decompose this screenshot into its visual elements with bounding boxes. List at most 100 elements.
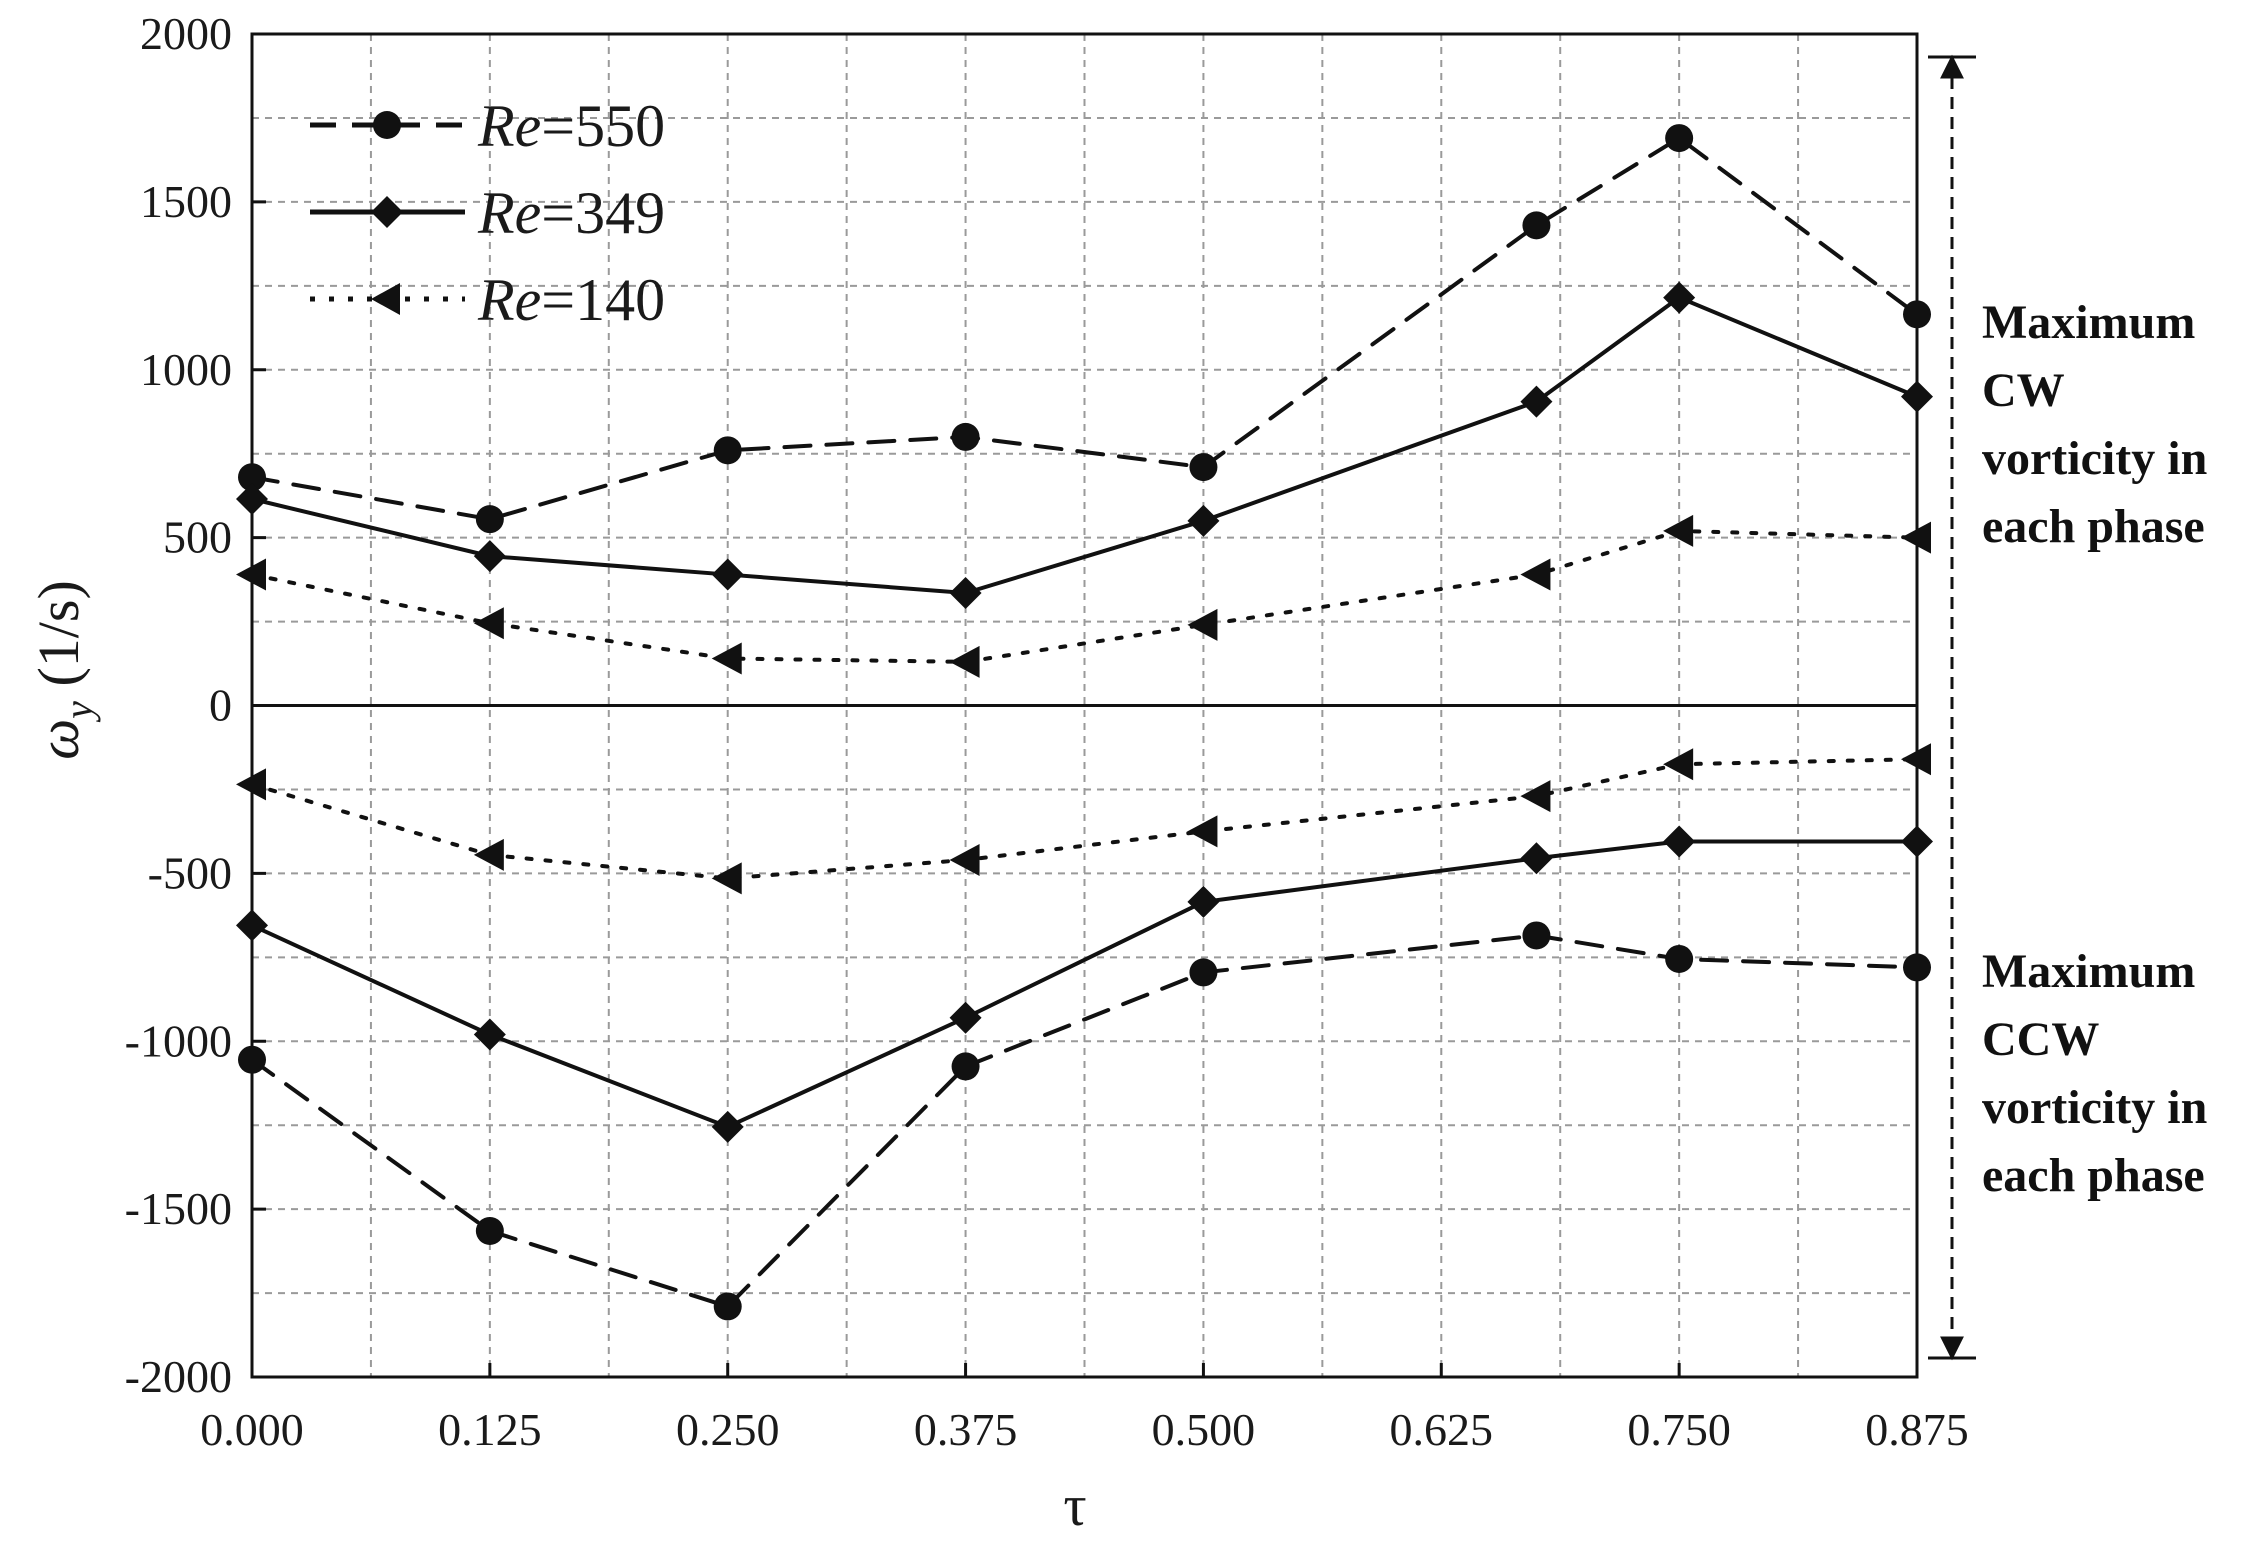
data-point — [1520, 842, 1553, 875]
legend-label-re550-italic: Re — [477, 93, 541, 159]
data-point — [1187, 608, 1218, 641]
y-tick-label: -2000 — [125, 1351, 232, 1402]
legend-label-re140-value: =140 — [541, 267, 665, 333]
annotation-ccw-line-4: each phase — [1982, 1149, 2205, 1202]
y-tick-label: -1000 — [125, 1015, 232, 1066]
series-line-ccw — [250, 933, 1919, 1309]
data-point — [473, 540, 506, 573]
legend-label-re349: Re=349 — [477, 180, 665, 246]
y-axis-title: ωy (1/s) — [26, 580, 101, 760]
data-point — [951, 422, 980, 451]
series-re140 — [236, 514, 1931, 895]
y-tick-label: 2000 — [140, 8, 232, 59]
annotation-ccw-line-3: vorticity in — [1982, 1081, 2207, 1134]
y-tick-label: -500 — [148, 847, 232, 898]
data-point — [473, 1018, 506, 1051]
data-point — [1520, 780, 1551, 813]
data-point — [1187, 885, 1220, 918]
annotation-ccw-line-1: Maximum — [1982, 945, 2195, 998]
x-tick-label: 0.125 — [438, 1404, 542, 1455]
data-point — [238, 463, 266, 492]
data-point — [1903, 953, 1931, 982]
data-point — [475, 505, 504, 534]
series-line-cw — [250, 135, 1919, 522]
data-point — [1187, 504, 1220, 537]
data-point — [711, 642, 742, 675]
series-group — [236, 124, 1933, 1321]
data-point — [1903, 300, 1931, 329]
data-point — [1901, 743, 1931, 776]
data-point — [1522, 211, 1551, 240]
data-point — [238, 1045, 266, 1074]
data-point — [1520, 385, 1553, 418]
y-tick-label: 1000 — [140, 344, 232, 395]
data-point — [475, 1216, 504, 1245]
x-tick-label: 0.500 — [1152, 1404, 1256, 1455]
annotation-cw-line-4: each phase — [1982, 500, 2205, 553]
data-point — [949, 1001, 982, 1034]
data-point — [951, 1052, 980, 1081]
data-point — [236, 558, 266, 591]
y-tick-label: 1500 — [140, 176, 232, 227]
legend-label-re140-italic: Re — [477, 267, 541, 333]
data-point — [1901, 521, 1931, 554]
data-point — [949, 843, 980, 876]
annotation-cw-line-3: vorticity in — [1982, 432, 2207, 485]
data-point — [1520, 558, 1551, 591]
x-tick-label: 0.750 — [1627, 1404, 1731, 1455]
annotation-ccw: Maximum CCW vorticity in each phase — [1982, 945, 2207, 1202]
data-point — [236, 768, 266, 801]
series-line-cw — [250, 528, 1919, 664]
annotation-cw-line-2: CW — [1982, 364, 2065, 417]
y-axis-ticks: -2000 -1500 -1000 -500 0 500 1000 1500 2000 — [125, 8, 266, 1402]
x-tick-label: 0.875 — [1865, 1404, 1969, 1455]
x-axis-ticks: 0.000 0.125 0.250 0.375 0.500 0.625 0.750 0.875 — [200, 1363, 1969, 1455]
data-point — [1663, 825, 1696, 858]
legend-label-re140: Re=140 — [477, 267, 665, 333]
x-axis-title: τ — [1063, 1473, 1086, 1538]
x-tick-label: 0.000 — [200, 1404, 304, 1455]
data-point — [1522, 921, 1551, 950]
annotation-cw: Maximum CW vorticity in each phase — [1982, 296, 2207, 553]
legend-label-re550-value: =550 — [541, 93, 665, 159]
data-point — [1665, 944, 1694, 973]
legend-marker-re140 — [371, 283, 400, 315]
legend-label-re349-italic: Re — [477, 180, 541, 246]
range-arrow — [1928, 54, 1976, 1361]
data-point — [711, 558, 744, 591]
data-point — [949, 645, 980, 678]
data-point — [1901, 380, 1933, 413]
data-point — [1189, 453, 1218, 482]
y-tick-label: -1500 — [125, 1183, 232, 1234]
legend-label-re349-value: =349 — [541, 180, 665, 246]
data-point — [713, 1292, 742, 1321]
series-re550 — [238, 124, 1931, 1321]
y-axis-subscript: y — [56, 701, 101, 723]
legend-marker-re550 — [373, 111, 401, 139]
data-point — [1187, 815, 1218, 848]
data-point — [236, 909, 268, 942]
annotation-cw-line-1: Maximum — [1982, 296, 2195, 349]
data-point — [711, 1110, 744, 1143]
legend-label-re550: Re=550 — [477, 93, 665, 159]
x-tick-label: 0.250 — [676, 1404, 780, 1455]
series-line-ccw — [250, 757, 1919, 881]
x-tick-label: 0.625 — [1390, 1404, 1494, 1455]
series-line-cw — [250, 295, 1919, 596]
y-tick-label: 0 — [209, 680, 232, 731]
data-point — [713, 436, 742, 465]
data-point — [1901, 825, 1933, 858]
data-point — [1663, 748, 1694, 781]
series-re349 — [236, 281, 1933, 1143]
legend: Re=550 Re=349 Re=140 — [310, 93, 665, 333]
data-point — [1189, 958, 1218, 987]
annotation-ccw-line-2: CCW — [1982, 1013, 2099, 1066]
data-point — [949, 577, 982, 610]
data-point — [1663, 514, 1694, 547]
series-line-ccw — [250, 839, 1919, 1130]
data-point — [1663, 281, 1696, 314]
data-point — [473, 607, 504, 640]
y-tick-label: 500 — [163, 512, 232, 563]
data-point — [236, 483, 268, 516]
